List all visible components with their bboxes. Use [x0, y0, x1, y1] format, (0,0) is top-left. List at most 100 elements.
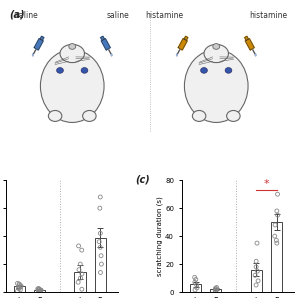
Ellipse shape	[32, 54, 34, 56]
Point	[37, 287, 42, 292]
Point	[35, 287, 40, 291]
Point	[19, 283, 23, 288]
Ellipse shape	[201, 68, 207, 73]
Point	[256, 278, 260, 283]
Bar	[34, 290, 45, 292]
Point	[76, 243, 81, 248]
Point	[193, 288, 197, 292]
Ellipse shape	[111, 54, 112, 56]
Point	[194, 285, 199, 290]
Point	[192, 280, 197, 285]
Point	[36, 286, 41, 291]
Point	[76, 267, 81, 272]
Ellipse shape	[48, 111, 62, 121]
Point	[275, 213, 280, 218]
Bar	[74, 272, 86, 292]
Bar	[190, 284, 201, 292]
Point	[255, 269, 260, 274]
Polygon shape	[178, 38, 187, 50]
Point	[255, 241, 260, 246]
Point	[78, 276, 83, 280]
Point	[78, 262, 83, 266]
Ellipse shape	[57, 68, 63, 73]
Point	[37, 289, 42, 294]
Text: saline: saline	[15, 11, 38, 20]
Point	[214, 285, 219, 290]
Point	[254, 283, 259, 288]
Bar	[14, 286, 25, 292]
Text: saline: saline	[106, 11, 129, 20]
Text: *: *	[264, 179, 269, 189]
Point	[213, 287, 218, 292]
Point	[17, 283, 22, 287]
Point	[272, 234, 277, 238]
Point	[37, 287, 41, 292]
Point	[274, 241, 279, 246]
Point	[16, 286, 21, 291]
Bar	[271, 222, 282, 292]
Point	[192, 275, 197, 280]
Point	[254, 265, 259, 269]
Ellipse shape	[81, 68, 88, 73]
Point	[274, 238, 279, 243]
Point	[38, 288, 43, 293]
Point	[213, 288, 218, 293]
Point	[76, 280, 81, 285]
Ellipse shape	[192, 111, 206, 121]
Ellipse shape	[82, 111, 96, 121]
Point	[98, 206, 102, 211]
Point	[80, 287, 84, 292]
Point	[36, 288, 41, 293]
Ellipse shape	[255, 54, 256, 56]
Polygon shape	[101, 38, 110, 50]
Point	[39, 288, 44, 292]
Ellipse shape	[40, 49, 104, 122]
Point	[98, 245, 103, 250]
Polygon shape	[184, 36, 188, 41]
Point	[98, 270, 103, 275]
Point	[16, 285, 21, 290]
Ellipse shape	[184, 49, 248, 122]
Point	[274, 209, 279, 213]
Ellipse shape	[226, 111, 240, 121]
Point	[213, 286, 218, 291]
Point	[99, 253, 103, 258]
Point	[79, 248, 84, 252]
Polygon shape	[34, 38, 43, 50]
Polygon shape	[40, 36, 44, 41]
Point	[15, 281, 20, 286]
Point	[15, 289, 20, 294]
Point	[97, 239, 102, 244]
Polygon shape	[244, 36, 248, 41]
Ellipse shape	[60, 44, 85, 63]
Point	[214, 288, 219, 292]
Ellipse shape	[225, 68, 232, 73]
Point	[254, 259, 259, 264]
Point	[18, 285, 22, 289]
Y-axis label: scratching duration (s): scratching duration (s)	[157, 196, 163, 276]
Ellipse shape	[213, 44, 220, 49]
Point	[99, 262, 104, 266]
Point	[194, 283, 199, 288]
Bar	[95, 238, 106, 292]
Text: histamine: histamine	[145, 11, 184, 20]
Point	[17, 282, 22, 286]
Ellipse shape	[204, 44, 229, 63]
Bar	[210, 289, 221, 292]
Point	[273, 223, 278, 227]
Text: (c): (c)	[136, 175, 150, 185]
Bar	[251, 270, 262, 292]
Text: (a): (a)	[9, 10, 25, 20]
Point	[98, 195, 103, 199]
Point	[80, 271, 84, 276]
Point	[98, 231, 103, 236]
Point	[194, 277, 198, 282]
Point	[275, 192, 280, 197]
Text: histamine: histamine	[249, 11, 287, 20]
Point	[253, 273, 258, 278]
Ellipse shape	[176, 54, 178, 56]
Point	[213, 289, 218, 294]
Polygon shape	[245, 38, 254, 50]
Polygon shape	[100, 36, 104, 41]
Ellipse shape	[69, 44, 76, 49]
